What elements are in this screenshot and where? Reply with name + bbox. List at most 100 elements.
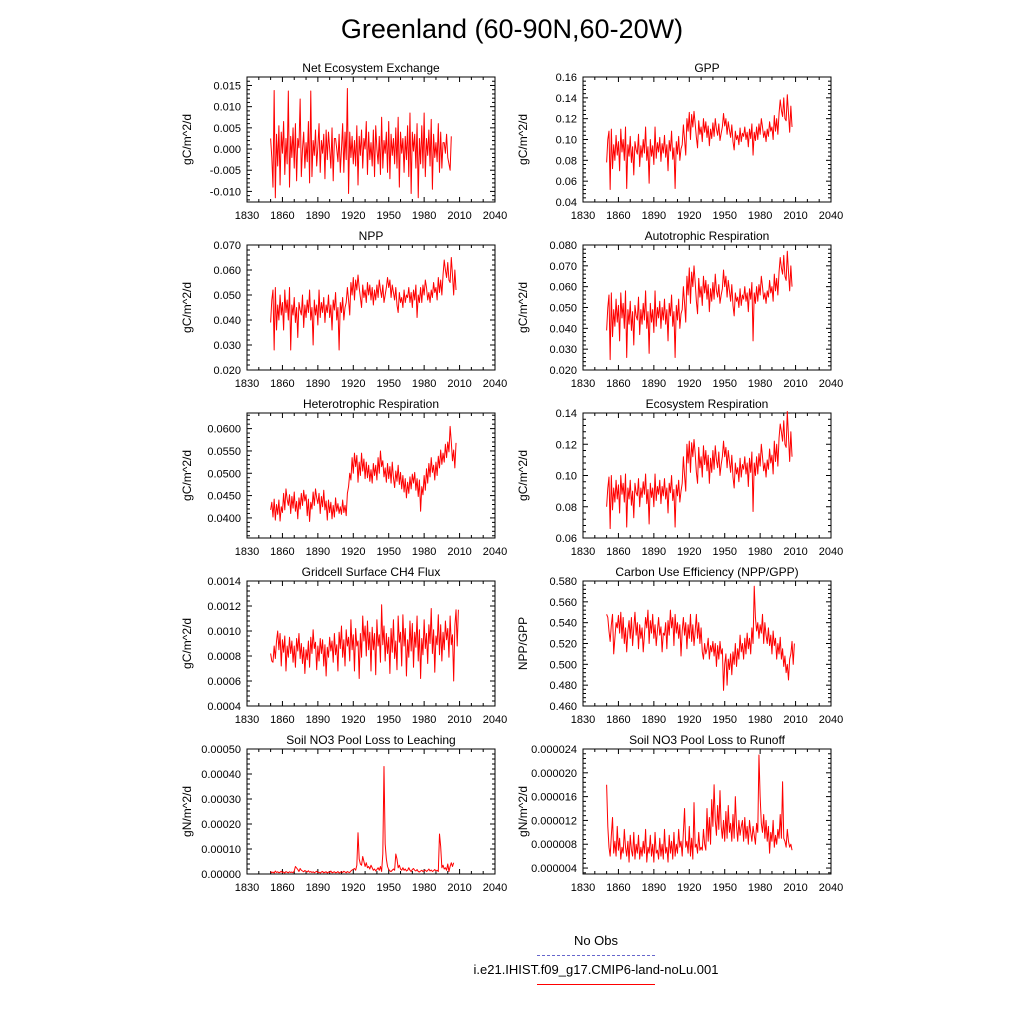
chart-4-xtick-label: 1890 (642, 378, 666, 390)
chart-8-ytick-label: 0.460 (549, 701, 577, 713)
chart-panel-6: Ecosystem Respiration gC/m^2/d 1830 1860 189… (516, 397, 843, 558)
chart-7-xtick-label: 1890 (306, 714, 330, 726)
chart-4-ytick-label: 0.040 (549, 323, 577, 335)
chart-9-xtick-label: 1920 (341, 882, 365, 894)
chart-7-ytick-label: 0.0004 (207, 701, 241, 713)
chart-2-ytick-label: 0.08 (556, 155, 577, 167)
chart-7-xtick-label: 1950 (376, 714, 400, 726)
chart-2-xtick-label: 1920 (677, 210, 701, 222)
chart-1-ytick-label: 0.005 (213, 123, 241, 135)
chart-2-xtick-label: 1980 (748, 210, 772, 222)
chart-6-xtick-label: 1950 (712, 546, 736, 558)
chart-4-xtick-label: 2010 (783, 378, 807, 390)
chart-10-xtick-label: 1860 (606, 882, 630, 894)
chart-10-ytick-label: 0.000012 (531, 815, 577, 827)
chart-10-ylabel: gN/m^2/d (516, 786, 530, 837)
chart-6-title: Ecosystem Respiration (646, 397, 769, 411)
chart-8-xtick-label: 2010 (783, 714, 807, 726)
chart-1-xtick-label: 1860 (270, 210, 294, 222)
chart-9-ytick-label: 0.00010 (201, 844, 241, 856)
chart-3-ylabel: gC/m^2/d (180, 282, 194, 333)
chart-7-title: Gridcell Surface CH4 Flux (302, 565, 441, 579)
chart-4-xtick-label: 1950 (712, 378, 736, 390)
chart-2-ytick-label: 0.10 (556, 135, 577, 147)
chart-9-ytick-label: 0.00050 (201, 744, 241, 756)
chart-5-xtick-label: 1830 (235, 546, 259, 558)
chart-8-xtick-label: 2040 (819, 714, 843, 726)
chart-5-xtick-label: 2040 (483, 546, 507, 558)
chart-5-xtick-label: 2010 (447, 546, 471, 558)
chart-7-xtick-label: 2040 (483, 714, 507, 726)
chart-4-xtick-label: 1830 (571, 378, 595, 390)
chart-4-xtick-label: 1920 (677, 378, 701, 390)
chart-1-xtick-label: 1890 (306, 210, 330, 222)
chart-1-xtick-label: 1980 (412, 210, 436, 222)
chart-3-ytick-label: 0.070 (213, 240, 241, 252)
chart-1-xtick-label: 2040 (483, 210, 507, 222)
chart-1-xtick-label: 1920 (341, 210, 365, 222)
page-title: Greenland (60-90N,60-20W) (340, 14, 684, 44)
chart-3-xtick-label: 2040 (483, 378, 507, 390)
chart-2-xtick-label: 1950 (712, 210, 736, 222)
chart-8-xtick-label: 1980 (748, 714, 772, 726)
chart-3-ytick-label: 0.060 (213, 265, 241, 277)
chart-6-ytick-label: 0.08 (556, 502, 577, 514)
chart-10-series-line (606, 754, 793, 863)
legend-model-line (537, 984, 655, 985)
chart-6-frame (582, 412, 832, 539)
chart-8-xtick-label: 1890 (642, 714, 666, 726)
chart-panel-1: Net Ecosystem Exchange gC/m^2/d 1830 1860 18… (180, 61, 507, 222)
chart-7-frame (246, 580, 496, 707)
chart-7-ytick-label: 0.0010 (207, 626, 241, 638)
chart-9-xtick-label: 2040 (483, 882, 507, 894)
legend-model-label: i.e21.IHIST.f09_g17.CMIP6-land-noLu.001 (473, 962, 719, 977)
chart-3-ytick-label: 0.050 (213, 290, 241, 302)
chart-9-xtick-label: 1980 (412, 882, 436, 894)
chart-3-xtick-label: 1920 (341, 378, 365, 390)
chart-9-xtick-label: 2010 (447, 882, 471, 894)
chart-3-ytick-label: 0.020 (213, 365, 241, 377)
chart-6-xtick-label: 1890 (642, 546, 666, 558)
chart-5-ytick-label: 0.0400 (207, 513, 241, 525)
chart-5-ytick-label: 0.0500 (207, 468, 241, 480)
chart-3-xtick-label: 1860 (270, 378, 294, 390)
chart-7-ylabel: gC/m^2/d (180, 618, 194, 669)
chart-6-xtick-label: 1830 (571, 546, 595, 558)
chart-7-ytick-label: 0.0014 (207, 576, 241, 588)
chart-10-ytick-label: 0.000016 (531, 792, 577, 804)
chart-10-ytick-label: 0.000008 (531, 839, 577, 851)
chart-8-xtick-label: 1950 (712, 714, 736, 726)
chart-1-ytick-label: -0.010 (210, 186, 241, 198)
chart-3-xtick-label: 2010 (447, 378, 471, 390)
chart-6-ytick-label: 0.06 (556, 533, 577, 545)
chart-5-ytick-label: 0.0450 (207, 491, 241, 503)
chart-9-ytick-label: 0.00040 (201, 769, 241, 781)
chart-9-ytick-label: 0.00030 (201, 794, 241, 806)
chart-2-series-line (606, 94, 793, 190)
chart-8-ytick-label: 0.520 (549, 639, 577, 651)
chart-2-ylabel: gC/m^2/d (516, 114, 530, 165)
chart-panel-9: Soil NO3 Pool Loss to Leaching gN/m^2/d 18… (180, 733, 507, 894)
chart-8-frame (582, 580, 832, 707)
chart-7-xtick-label: 1860 (270, 714, 294, 726)
chart-9-xtick-label: 1860 (270, 882, 294, 894)
chart-7-xtick-label: 1830 (235, 714, 259, 726)
chart-3-title: NPP (359, 229, 384, 243)
chart-2-ytick-label: 0.16 (556, 72, 577, 84)
chart-2-xtick-label: 1830 (571, 210, 595, 222)
chart-6-xtick-label: 2010 (783, 546, 807, 558)
chart-6-xtick-label: 1920 (677, 546, 701, 558)
chart-4-ytick-label: 0.050 (549, 303, 577, 315)
chart-4-ytick-label: 0.070 (549, 261, 577, 273)
chart-9-ylabel: gN/m^2/d (180, 786, 194, 837)
chart-6-ytick-label: 0.10 (556, 471, 577, 483)
chart-5-ytick-label: 0.0550 (207, 446, 241, 458)
chart-8-series-line (606, 585, 795, 691)
chart-1-frame (246, 76, 496, 203)
chart-2-title: GPP (694, 61, 719, 75)
chart-7-series-line (270, 604, 459, 682)
chart-8-ytick-label: 0.480 (549, 680, 577, 692)
chart-4-xtick-label: 1860 (606, 378, 630, 390)
chart-8-ytick-label: 0.580 (549, 576, 577, 588)
chart-3-xtick-label: 1950 (376, 378, 400, 390)
